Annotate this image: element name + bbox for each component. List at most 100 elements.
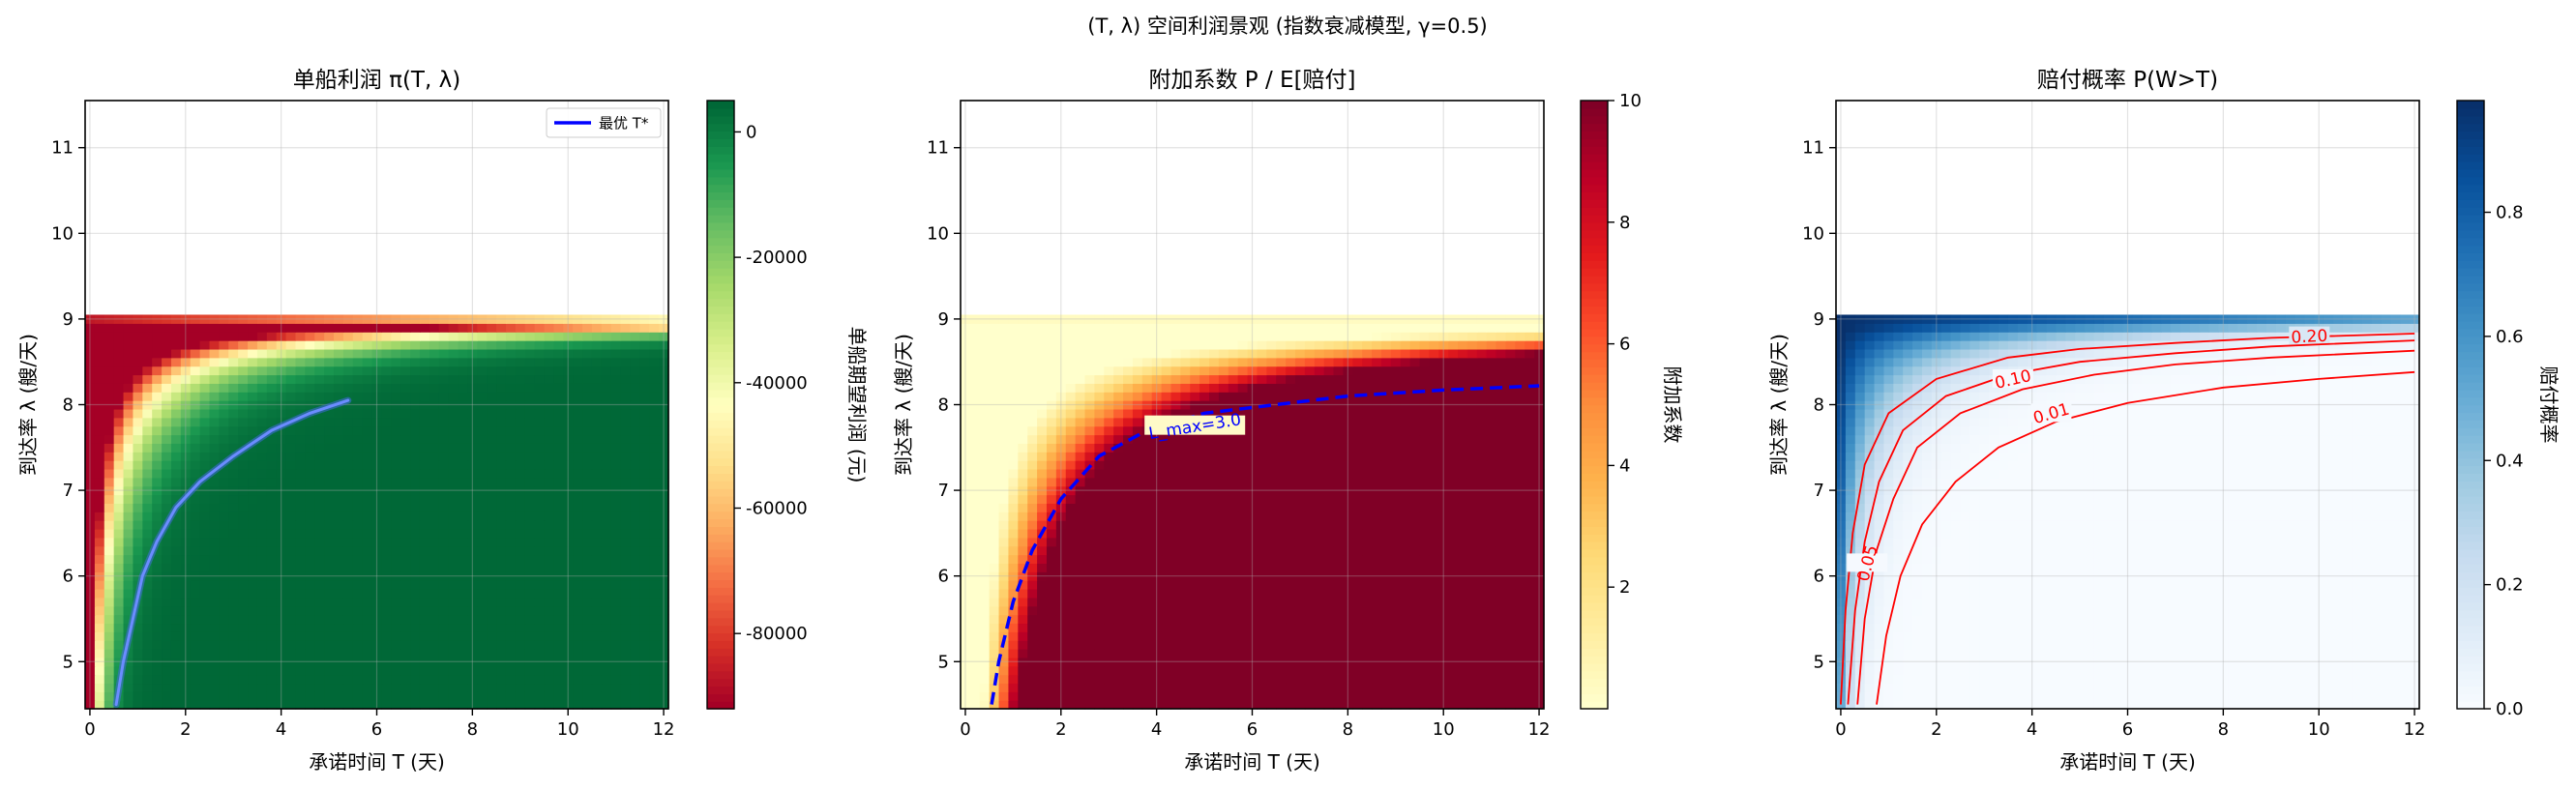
heatmap-cell [1495, 657, 1507, 667]
heatmap-cell [1113, 434, 1124, 444]
heatmap-cell [1390, 631, 1402, 641]
heatmap-cell [1372, 511, 1382, 521]
heatmap-cell [104, 691, 115, 701]
heatmap-cell [1037, 503, 1048, 512]
heatmap-cell [1199, 503, 1210, 512]
heatmap-cell [534, 374, 546, 384]
heatmap-cell [276, 485, 287, 496]
heatmap-cell [419, 425, 430, 436]
heatmap-cell [1515, 614, 1525, 625]
heatmap-cell [563, 683, 574, 692]
heatmap-cell [601, 348, 612, 359]
heatmap-cell [133, 640, 143, 650]
heatmap-cell [477, 503, 488, 512]
heatmap-cell [610, 348, 622, 359]
heatmap-cell [123, 657, 134, 667]
heatmap-cell [969, 683, 981, 692]
heatmap-cell [410, 520, 421, 530]
heatmap-cell [620, 683, 632, 692]
heatmap-cell [573, 425, 583, 436]
heatmap-cell [1400, 691, 1411, 701]
heatmap-cell [630, 511, 640, 521]
heatmap-cell [219, 545, 229, 556]
heatmap-cell [391, 452, 401, 461]
heatmap-cell [1486, 648, 1497, 658]
heatmap-cell [610, 674, 622, 685]
heatmap-cell [1084, 417, 1095, 427]
heatmap-cell [1380, 640, 1392, 650]
heatmap-cell [1141, 485, 1153, 496]
heatmap-cell [1505, 452, 1516, 461]
heatmap-cell [1343, 443, 1353, 453]
heatmap-cell [620, 588, 632, 599]
heatmap-cell [1276, 571, 1287, 581]
heatmap-cell [487, 520, 497, 530]
heatmap-cell [209, 683, 220, 692]
heatmap-cell [123, 700, 134, 710]
heatmap-cell [438, 597, 450, 607]
heatmap-cell [1486, 580, 1497, 590]
heatmap-cell [391, 537, 401, 547]
heatmap-cell [961, 545, 971, 556]
heatmap-cell [362, 563, 373, 572]
heatmap-cell [1075, 640, 1086, 650]
heatmap-cell [1141, 452, 1153, 461]
heatmap-cell [998, 554, 1010, 564]
heatmap-cell [1123, 468, 1134, 479]
heatmap-cell [248, 545, 258, 556]
heatmap-cell [1380, 537, 1392, 547]
heatmap-cell [1008, 503, 1019, 512]
heatmap-cell [334, 563, 344, 572]
heatmap-cell [285, 674, 297, 685]
heatmap-cell [314, 563, 325, 572]
heatmap-cell [305, 348, 315, 359]
heatmap-cell [1065, 460, 1077, 470]
heatmap-cell [487, 674, 497, 685]
heatmap-cell [104, 503, 115, 512]
heatmap-cell [448, 545, 459, 556]
heatmap-cell [524, 477, 536, 487]
heatmap-cell [467, 340, 478, 350]
heatmap-cell [1104, 443, 1114, 453]
heatmap-cell [381, 332, 392, 341]
heatmap-cell [1209, 605, 1220, 616]
heatmap-cell [256, 383, 268, 393]
heatmap-cell [1161, 460, 1172, 470]
heatmap-cell [1075, 434, 1086, 444]
heatmap-cell [381, 580, 392, 590]
heatmap-cell [219, 528, 229, 539]
heatmap-cell [467, 545, 478, 556]
heatmap-cell [410, 468, 421, 479]
heatmap-cell [85, 674, 96, 685]
heatmap-cell [1390, 545, 1402, 556]
heatmap-cell [1132, 477, 1143, 487]
heatmap-cell [228, 571, 239, 581]
heatmap-cell [324, 520, 335, 530]
heatmap-cell [1113, 417, 1124, 427]
heatmap-cell [630, 657, 640, 667]
heatmap-cell [1055, 674, 1067, 685]
heatmap-cell [381, 683, 392, 692]
heatmap-cell [1409, 588, 1421, 599]
colorbar-segment [707, 221, 734, 231]
heatmap-cell [381, 408, 392, 419]
heatmap-cell [969, 503, 981, 512]
heatmap-cell [334, 528, 344, 539]
heatmap-cell [553, 348, 564, 359]
heatmap-cell [1448, 597, 1459, 607]
heatmap-cell [1141, 588, 1153, 599]
heatmap-cell [324, 314, 335, 324]
heatmap-cell [1018, 571, 1028, 581]
heatmap-cell [429, 554, 440, 564]
heatmap-cell [1380, 648, 1392, 658]
heatmap-cell [448, 340, 459, 350]
heatmap-cell [1218, 631, 1229, 641]
heatmap-cell [1151, 657, 1163, 667]
colorbar-segment [707, 245, 734, 253]
heatmap-cell [248, 392, 258, 401]
heatmap-cell [989, 443, 1000, 453]
heatmap-cell [162, 392, 172, 401]
colorbar-segment [707, 366, 734, 375]
heatmap-cell [371, 597, 383, 607]
